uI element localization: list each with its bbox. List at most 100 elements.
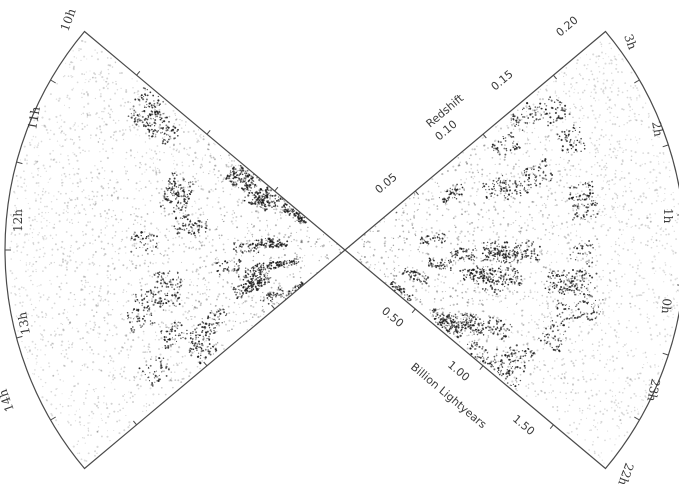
galaxy-point	[129, 108, 131, 110]
galaxy-point	[252, 269, 255, 272]
galaxy-point	[148, 180, 151, 182]
galaxy-point	[664, 216, 666, 219]
galaxy-point	[141, 304, 143, 307]
galaxy-point	[197, 300, 201, 303]
galaxy-point	[251, 177, 254, 180]
galaxy-point	[259, 271, 262, 274]
galaxy-point	[63, 308, 66, 311]
galaxy-point	[476, 266, 479, 269]
galaxy-point	[527, 117, 530, 119]
galaxy-point	[599, 196, 601, 198]
galaxy-point	[222, 187, 224, 189]
galaxy-point	[10, 292, 13, 294]
galaxy-point	[245, 320, 248, 323]
galaxy-point	[172, 302, 174, 304]
galaxy-point	[261, 199, 264, 202]
galaxy-point	[85, 71, 87, 73]
galaxy-point	[69, 199, 72, 201]
galaxy-point	[253, 180, 255, 182]
galaxy-point	[58, 214, 61, 216]
galaxy-point	[208, 142, 210, 144]
galaxy-point	[144, 119, 146, 122]
galaxy-point	[217, 169, 220, 173]
galaxy-point	[136, 383, 139, 386]
galaxy-point	[229, 157, 231, 159]
galaxy-point	[123, 105, 126, 107]
galaxy-point	[181, 228, 183, 231]
galaxy-point	[185, 202, 188, 205]
galaxy-point	[145, 410, 147, 412]
galaxy-point	[175, 323, 178, 326]
galaxy-point	[105, 217, 107, 219]
galaxy-point	[539, 88, 542, 90]
galaxy-point	[252, 259, 254, 262]
galaxy-point	[179, 293, 182, 296]
galaxy-point	[125, 334, 128, 338]
galaxy-point	[270, 277, 272, 279]
galaxy-point	[267, 238, 270, 241]
galaxy-point	[267, 299, 269, 301]
galaxy-point	[50, 201, 53, 203]
galaxy-point	[255, 248, 258, 250]
galaxy-point	[248, 281, 251, 284]
galaxy-point	[154, 166, 156, 168]
galaxy-point	[672, 313, 674, 316]
galaxy-point	[176, 299, 178, 301]
galaxy-point	[239, 249, 242, 252]
galaxy-point	[65, 192, 67, 195]
galaxy-point	[40, 284, 42, 286]
galaxy-point	[141, 254, 144, 256]
galaxy-point	[435, 321, 437, 323]
galaxy-point	[143, 333, 145, 335]
galaxy-point	[655, 270, 657, 272]
galaxy-point	[128, 421, 131, 424]
galaxy-point	[287, 212, 289, 214]
galaxy-point	[577, 184, 580, 186]
galaxy-point	[179, 203, 181, 205]
galaxy-point	[141, 238, 144, 241]
galaxy-point	[113, 191, 116, 194]
galaxy-point	[546, 150, 548, 152]
galaxy-point	[155, 376, 159, 379]
galaxy-point	[260, 241, 262, 243]
galaxy-point	[32, 176, 35, 179]
galaxy-point	[121, 346, 124, 349]
galaxy-point	[93, 285, 96, 288]
galaxy-point	[541, 160, 544, 163]
galaxy-point	[34, 160, 37, 163]
galaxy-point	[208, 172, 210, 175]
galaxy-point	[609, 358, 611, 361]
galaxy-point	[127, 338, 130, 341]
galaxy-point	[159, 205, 162, 208]
galaxy-point	[191, 304, 193, 307]
galaxy-point	[91, 261, 94, 264]
galaxy-point	[174, 319, 176, 321]
galaxy-point	[141, 237, 144, 240]
galaxy-point	[424, 289, 427, 292]
galaxy-point	[223, 348, 225, 350]
galaxy-point	[154, 374, 157, 377]
galaxy-point	[518, 243, 520, 245]
galaxy-point	[136, 320, 138, 323]
galaxy-point	[34, 321, 36, 323]
galaxy-point	[614, 202, 617, 204]
galaxy-point	[179, 278, 182, 281]
galaxy-point	[491, 145, 494, 148]
galaxy-point	[176, 364, 179, 367]
galaxy-point	[144, 351, 146, 353]
galaxy-point	[155, 242, 158, 245]
galaxy-point	[269, 291, 271, 293]
galaxy-point	[41, 190, 44, 193]
galaxy-point	[44, 212, 47, 214]
galaxy-point	[63, 364, 66, 368]
galaxy-point	[276, 263, 279, 266]
galaxy-point	[9, 213, 12, 216]
galaxy-point	[145, 237, 147, 240]
galaxy-point	[36, 173, 39, 176]
galaxy-point	[114, 92, 117, 95]
galaxy-point	[125, 90, 128, 93]
galaxy-point	[106, 156, 109, 160]
galaxy-point	[23, 241, 26, 244]
galaxy-point	[614, 123, 617, 126]
galaxy-point	[143, 110, 146, 113]
